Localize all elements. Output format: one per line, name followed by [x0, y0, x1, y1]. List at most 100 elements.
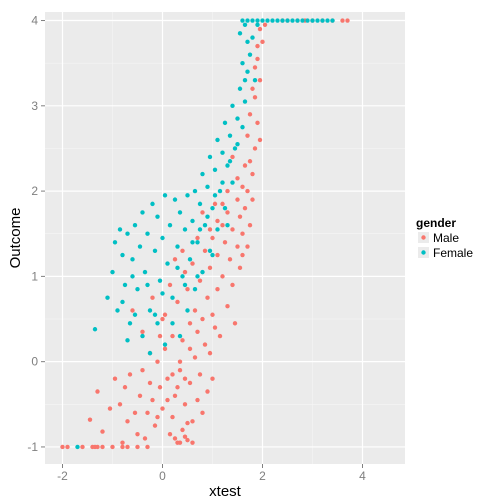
data-point-male [182, 269, 188, 275]
data-point-female [222, 120, 228, 126]
data-point-female [125, 338, 130, 343]
data-point-female [212, 167, 218, 172]
data-point-male [185, 286, 190, 292]
data-point-female [320, 18, 325, 23]
data-point-female [135, 286, 140, 292]
data-point-male [260, 39, 265, 45]
data-point-female [255, 18, 260, 23]
data-point-male [207, 227, 213, 232]
data-point-female [227, 159, 233, 164]
data-point-male [162, 346, 168, 352]
data-point-male [345, 18, 350, 23]
data-point-female [210, 252, 215, 258]
data-point-male [137, 393, 143, 398]
data-point-male [245, 244, 250, 249]
data-point-female [210, 205, 215, 211]
y-tick-label: 1 [31, 269, 38, 283]
data-point-female [130, 257, 135, 262]
data-point-male [195, 329, 200, 335]
data-point-female [177, 333, 183, 339]
data-point-female [305, 18, 310, 23]
data-point-male [155, 414, 160, 420]
data-point-female [285, 18, 290, 23]
data-point-male [197, 278, 203, 283]
data-point-female [177, 210, 183, 215]
data-point-male [242, 205, 248, 211]
data-point-female [235, 116, 240, 121]
data-point-male [170, 333, 175, 339]
data-point-female [152, 248, 158, 253]
data-point-male [117, 402, 123, 407]
y-tick-label: 3 [31, 99, 38, 113]
data-point-male [175, 299, 180, 305]
data-point-male [225, 210, 230, 215]
data-point-female [197, 201, 203, 207]
data-point-male [120, 444, 125, 450]
legend: gender Male Female [416, 216, 473, 260]
data-point-female [215, 137, 220, 143]
data-point-male [220, 223, 225, 228]
x-tick-label: -2 [57, 469, 68, 483]
data-point-male [180, 248, 185, 253]
data-point-female [182, 282, 188, 288]
data-point-male [247, 112, 253, 117]
data-point-male [182, 402, 188, 407]
data-point-male [150, 397, 155, 403]
data-point-female [132, 223, 138, 228]
data-point-male [250, 86, 255, 91]
data-point-male [220, 274, 225, 279]
data-point-female [92, 327, 98, 332]
data-point-female [237, 86, 243, 91]
data-point-male [190, 419, 195, 424]
data-point-male [230, 282, 235, 288]
data-point-male [227, 257, 233, 262]
data-point-male [212, 201, 218, 207]
data-point-female [125, 231, 130, 236]
data-point-male [182, 376, 188, 381]
data-point-male [210, 312, 215, 317]
data-point-male [175, 385, 180, 390]
data-point-male [247, 159, 253, 164]
data-points [60, 18, 350, 450]
data-point-male [252, 95, 258, 100]
data-point-male [185, 437, 190, 443]
data-point-male [190, 440, 195, 445]
data-point-male [145, 410, 150, 416]
data-point-female [140, 333, 145, 339]
data-point-male [172, 257, 178, 262]
data-point-male [165, 397, 170, 403]
data-point-male [257, 78, 263, 83]
data-point-female [145, 282, 150, 288]
data-point-female [132, 312, 138, 317]
data-point-female [175, 244, 180, 249]
data-point-female [145, 231, 150, 236]
data-point-female [295, 18, 300, 23]
data-point-female [200, 269, 205, 275]
data-point-male [177, 359, 183, 364]
data-point-female [185, 193, 190, 198]
data-point-female [120, 299, 125, 305]
data-point-male [145, 444, 150, 450]
data-point-female [127, 321, 133, 326]
data-point-male [60, 444, 65, 450]
data-point-female [152, 312, 158, 317]
data-point-female [167, 223, 173, 228]
data-point-female [250, 18, 255, 23]
data-point-female [205, 214, 210, 219]
data-point-female [172, 197, 178, 202]
data-point-male [210, 235, 215, 241]
data-point-male [185, 420, 190, 426]
data-point-female [147, 350, 153, 356]
y-tick-label: 0 [31, 355, 38, 369]
data-point-male [197, 372, 203, 377]
data-point-female [115, 308, 120, 313]
data-point-female [237, 31, 243, 36]
data-point-female [245, 69, 250, 74]
data-point-male [242, 163, 248, 168]
data-point-female [142, 269, 148, 275]
data-point-female [247, 52, 253, 57]
data-point-male [100, 429, 105, 434]
data-point-male [240, 231, 245, 236]
data-point-female [190, 218, 195, 224]
